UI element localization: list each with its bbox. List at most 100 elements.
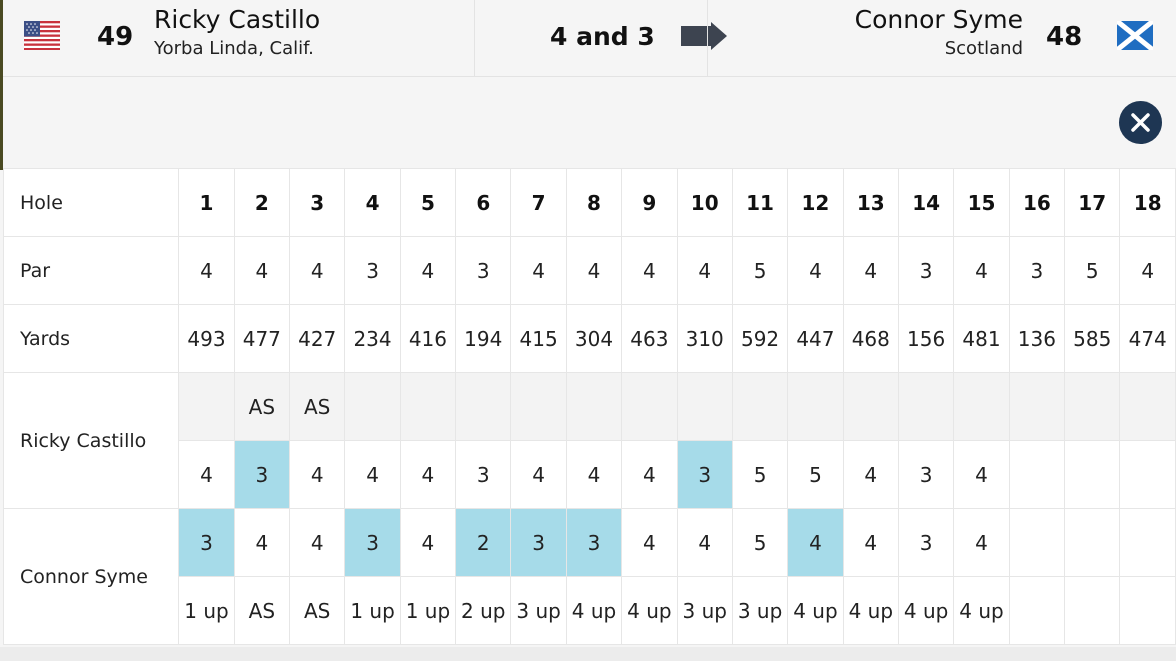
par-row: Par 4 4 4 3 4 3 4 4 4 4 5 4 4 3 4 3 5 4 [2,236,1176,305]
detail-band [3,77,1176,167]
match-status [897,372,955,441]
right-player-location: Scotland [944,38,1023,59]
match-status [1064,576,1121,645]
yards-value: 415 [510,304,567,373]
yards-value: 416 [399,304,457,373]
player2-score: 3 [510,508,567,577]
close-icon [1131,113,1150,132]
match-status: AS [233,576,291,645]
hole-number: 17 [1064,168,1121,237]
match-status [676,372,733,441]
match-status [731,372,789,441]
player1-score: 3 [897,440,955,509]
match-status [399,372,457,441]
header-divider [474,0,475,76]
match-status: 4 up [953,576,1010,645]
left-player-name[interactable]: Ricky Castillo [154,5,321,34]
yards-value: 136 [1008,304,1066,373]
player1-score: 4 [344,440,401,509]
yards-value: 427 [289,304,346,373]
player1-score: 4 [399,440,457,509]
footer-band [0,647,1176,661]
hole-number: 11 [731,168,789,237]
player2-score: 4 [233,508,291,577]
par-value: 4 [565,236,623,305]
player1-score: 5 [731,440,789,509]
match-status: 1 up [178,576,235,645]
match-status: 3 up [510,576,567,645]
yards-value: 592 [731,304,789,373]
yards-value: 447 [787,304,844,373]
player2-score: 5 [731,508,789,577]
player1-score [1008,440,1066,509]
hole-number: 16 [1008,168,1066,237]
player1-score: 4 [621,440,678,509]
par-value: 3 [1008,236,1066,305]
yards-value: 481 [953,304,1010,373]
par-value: 4 [676,236,733,305]
hole-number: 10 [676,168,733,237]
player2-score [1119,508,1176,577]
match-status [455,372,512,441]
player1-score: 4 [842,440,899,509]
match-status [953,372,1010,441]
player2-label: Connor Syme [2,508,180,645]
hole-number: 15 [953,168,1010,237]
player1-score: 4 [510,440,567,509]
scotland-flag-icon [1117,21,1153,50]
par-value: 4 [842,236,899,305]
hole-number: 5 [399,168,457,237]
match-status: 2 up [455,576,512,645]
player1-score: 4 [953,440,1010,509]
match-status [621,372,678,441]
match-status: 4 up [621,576,678,645]
match-status [842,372,899,441]
player2-score: 4 [399,508,457,577]
par-value: 4 [399,236,457,305]
yards-value: 310 [676,304,733,373]
player2-score [1064,508,1121,577]
match-status: 1 up [344,576,401,645]
par-value: 3 [897,236,955,305]
player2-score: 3 [897,508,955,577]
player2-status-row: 1 up AS AS 1 up 1 up 2 up 3 up 4 up 4 up 3 up 3 up… [4,576,1176,645]
hole-number: 18 [1119,168,1176,237]
par-value: 4 [621,236,678,305]
yards-value: 474 [1119,304,1176,373]
yards-value: 156 [897,304,955,373]
player2-score: 3 [178,508,235,577]
match-header: 49 Ricky Castillo Yorba Linda, Calif. 4 … [3,0,1176,77]
par-value: 3 [344,236,401,305]
hole-number: 4 [344,168,401,237]
match-status: 3 up [731,576,789,645]
match-status: AS [289,576,346,645]
par-value: 3 [455,236,512,305]
hole-number: 3 [289,168,346,237]
left-player-location: Yorba Linda, Calif. [154,38,314,59]
right-player-seed: 48 [1046,22,1083,52]
match-result: 4 and 3 [550,22,655,51]
par-value: 5 [731,236,789,305]
player2-score: 3 [344,508,401,577]
par-value: 4 [233,236,291,305]
hole-number: 1 [178,168,235,237]
player1-score: 3 [233,440,291,509]
match-status: 3 up [676,576,733,645]
scorecard-table: Hole 1 2 3 4 5 6 7 8 9 10 11 12 13 14 15 16 17 18 Par 4 4 4 3 4 3… [2,168,1176,645]
match-status [344,372,401,441]
yards-value: 477 [233,304,291,373]
match-status: AS [289,372,346,441]
player1-score: 5 [787,440,844,509]
hole-number: 12 [787,168,844,237]
close-button[interactable] [1119,101,1162,144]
header-divider [707,0,708,76]
player1-score: 4 [178,440,235,509]
yards-row: Yards 493 477 427 234 416 194 415 304 463 310 592 44… [2,304,1176,373]
right-player-name[interactable]: Connor Syme [854,5,1023,34]
match-status [1119,372,1176,441]
par-value: 5 [1064,236,1121,305]
player2-score: 4 [842,508,899,577]
arrow-right-icon [681,22,727,50]
player2-score: 3 [565,508,623,577]
